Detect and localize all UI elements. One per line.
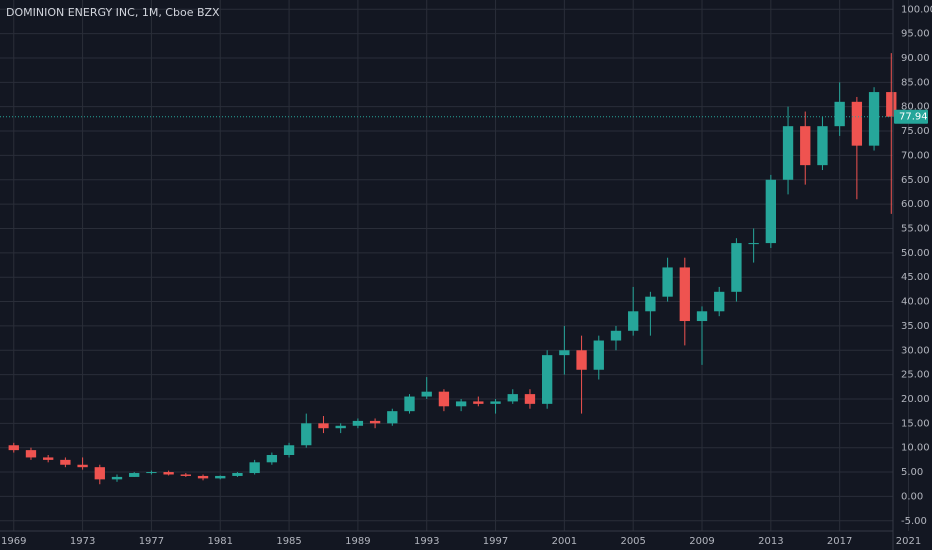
candle-body xyxy=(283,445,295,456)
candle-body xyxy=(197,475,209,479)
candle-body xyxy=(593,340,604,370)
candle-body xyxy=(524,394,536,404)
y-tick-label: 20.00 xyxy=(901,394,930,405)
last-price-box xyxy=(894,109,928,124)
candle-body xyxy=(490,401,501,404)
y-tick-label: 70.00 xyxy=(901,150,930,161)
candle-body xyxy=(662,267,673,297)
candle-body xyxy=(800,126,811,166)
y-tick-label: 40.00 xyxy=(901,297,930,308)
candle-body xyxy=(249,462,260,474)
x-tick-label: 1993 xyxy=(414,536,439,547)
x-tick-label: 1981 xyxy=(208,536,233,547)
y-tick-label: 50.00 xyxy=(901,248,930,259)
y-tick-label: 60.00 xyxy=(901,199,930,210)
candle-body xyxy=(628,311,639,331)
candle-body xyxy=(146,472,157,474)
candle-body xyxy=(94,467,105,480)
y-tick-label: 80.00 xyxy=(901,102,930,113)
x-tick-label: 1997 xyxy=(483,536,508,547)
y-tick-label: 85.00 xyxy=(901,77,930,88)
candle-body xyxy=(8,445,19,451)
candle-body xyxy=(765,179,776,244)
candle-body xyxy=(266,455,278,463)
y-tick-label: 65.00 xyxy=(901,175,930,186)
candle-body xyxy=(714,291,725,312)
chart-title: DOMINION ENERGY INC, 1M, Cboe BZX xyxy=(6,6,220,19)
candle-body xyxy=(180,474,191,476)
candle-body xyxy=(129,473,140,477)
x-tick-label: 1977 xyxy=(139,536,164,547)
x-tick-label: 1973 xyxy=(70,536,95,547)
y-tick-label: 0.00 xyxy=(901,491,923,502)
candle-body xyxy=(696,311,708,322)
candle-body xyxy=(301,423,312,446)
candle-body xyxy=(817,126,828,166)
candle-body xyxy=(834,101,845,127)
candle-body xyxy=(645,296,656,312)
y-tick-label: 45.00 xyxy=(901,272,930,283)
x-tick-label: 2017 xyxy=(827,536,852,547)
candle-body xyxy=(163,472,174,475)
candle-body xyxy=(111,476,123,480)
candle-body xyxy=(679,267,690,322)
candle-body xyxy=(473,401,484,404)
x-tick-label: 2021 xyxy=(896,536,921,547)
candle-body xyxy=(421,391,432,397)
x-tick-label: 2013 xyxy=(758,536,783,547)
y-tick-label: 55.00 xyxy=(901,223,930,234)
y-tick-label: 100.00 xyxy=(901,4,932,15)
candle-body xyxy=(438,391,450,407)
x-tick-label: 1985 xyxy=(276,536,301,547)
y-tick-label: 25.00 xyxy=(901,370,930,381)
candle-body xyxy=(335,425,346,429)
candle-body xyxy=(369,420,381,424)
x-tick-label: 2005 xyxy=(620,536,645,547)
y-tick-label: 10.00 xyxy=(901,443,930,454)
y-tick-label: 35.00 xyxy=(901,321,930,332)
candle-body xyxy=(352,420,364,426)
candle-body xyxy=(868,92,880,146)
candle-body xyxy=(25,450,37,458)
y-tick-label: 95.00 xyxy=(901,29,930,40)
candle-body xyxy=(731,243,742,292)
y-tick-label: 30.00 xyxy=(901,345,930,356)
candle-body xyxy=(748,243,759,245)
candle-body xyxy=(232,473,243,476)
candle-body xyxy=(404,396,415,412)
candle-body xyxy=(851,101,863,146)
y-tick-label: -5.00 xyxy=(901,516,927,527)
last-price-label: 77.94 xyxy=(899,112,928,123)
candle-body xyxy=(60,459,71,465)
candles xyxy=(0,53,897,485)
x-tick-label: 1969 xyxy=(1,536,26,547)
x-tick-label: 2009 xyxy=(689,536,714,547)
candle-body xyxy=(43,457,54,460)
y-tick-label: 75.00 xyxy=(901,126,930,137)
y-tick-label: 90.00 xyxy=(901,53,930,64)
candle-body xyxy=(387,411,398,424)
candle-body xyxy=(610,330,622,341)
x-tick-label: 2001 xyxy=(552,536,577,547)
candle-body xyxy=(541,355,553,404)
candle-body xyxy=(507,394,518,402)
candle-body xyxy=(559,350,570,356)
candle-body xyxy=(77,464,88,468)
axes: -5.00 0.00 5.00 10.00 15.00 20.00 25.00 30.00 35… xyxy=(1,4,932,547)
candle-body xyxy=(318,423,329,429)
candle-body xyxy=(576,350,587,370)
candle-body xyxy=(886,92,897,117)
y-tick-label: 5.00 xyxy=(901,467,923,478)
candle-body xyxy=(455,401,467,407)
y-tick-label: 15.00 xyxy=(901,418,930,429)
x-tick-label: 1989 xyxy=(345,536,370,547)
candle-body xyxy=(215,475,226,479)
candle-body xyxy=(782,126,794,180)
